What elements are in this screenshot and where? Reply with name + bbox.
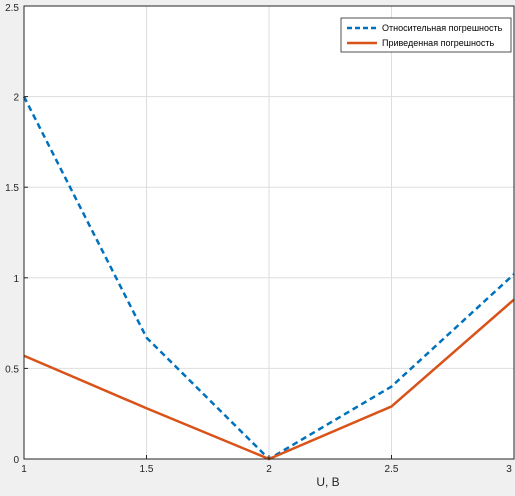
x-tick-label: 1.5 — [140, 464, 154, 475]
legend-label-reduced-error: Приведенная погрешность — [382, 38, 495, 48]
x-tick-label: 2.5 — [385, 464, 399, 475]
y-tick-label: 1 — [13, 274, 19, 285]
x-axis-label: U, B — [316, 475, 339, 489]
x-tick-label: 1 — [21, 464, 27, 475]
legend: Относительная погрешность Приведенная по… — [340, 17, 512, 53]
x-tick-label: 3 — [506, 464, 512, 475]
legend-label-relative-error: Относительная погрешность — [382, 23, 503, 33]
y-tick-label: 2.5 — [5, 3, 19, 14]
y-tick-label: 0 — [13, 455, 19, 466]
y-tick-label: 1.5 — [5, 183, 19, 194]
y-tick-label: 2 — [13, 93, 19, 104]
x-tick-label: 2 — [266, 464, 272, 475]
y-tick-label: 0.5 — [5, 364, 19, 375]
axis-ticks: 1 1.5 2 2.5 3 0 0.5 1 1.5 2 2.5 — [5, 3, 515, 475]
legend-box — [340, 17, 512, 53]
grid — [24, 6, 514, 459]
